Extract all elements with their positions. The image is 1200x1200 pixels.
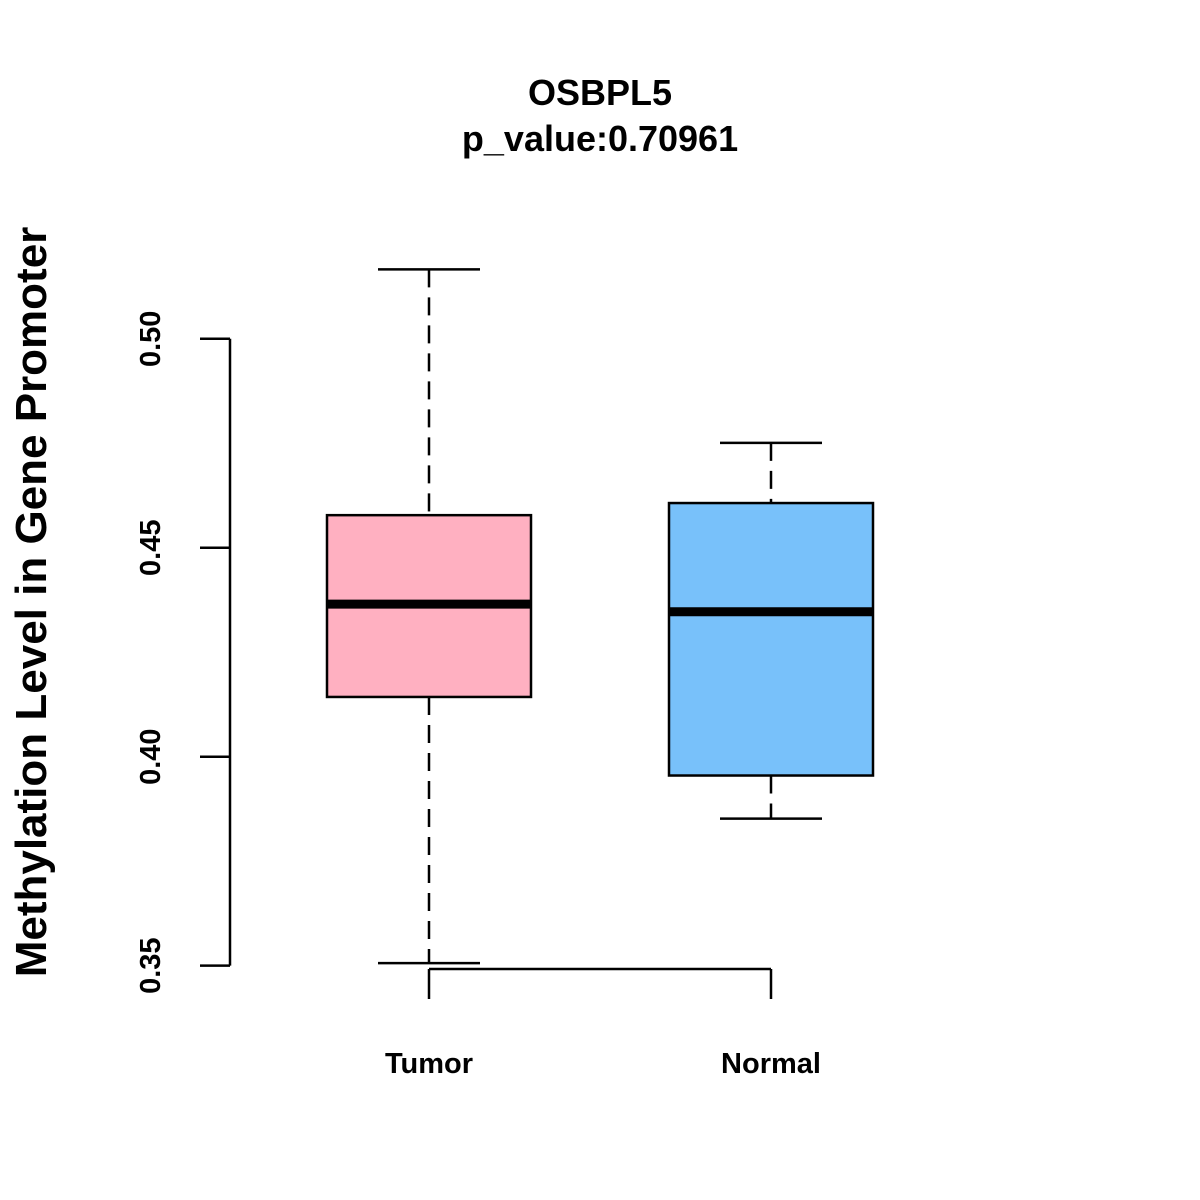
y-tick-label: 0.45 [135, 520, 167, 576]
y-tick-label: 0.40 [135, 728, 167, 784]
box-tumor [325, 268, 533, 965]
boxes [325, 268, 875, 965]
y-axis: 0.35 0.40 0.45 0.50 [135, 311, 232, 994]
x-tick-label: Normal [721, 1048, 821, 1080]
y-axis-label: Methylation Level in Gene Promoter [7, 227, 56, 978]
chart-title: OSBPL5 [528, 72, 672, 113]
interquartile-box [667, 501, 875, 777]
box-normal [667, 441, 875, 820]
y-tick-label: 0.35 [135, 937, 167, 993]
x-axis: Tumor Normal [385, 967, 821, 1080]
x-tick-label: Tumor [385, 1048, 473, 1080]
y-tick-label: 0.50 [135, 311, 167, 367]
chart-subtitle: p_value:0.70961 [462, 118, 738, 159]
